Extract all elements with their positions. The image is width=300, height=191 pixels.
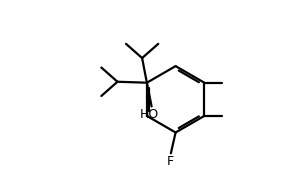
Text: HO: HO — [140, 108, 159, 121]
Text: F: F — [166, 155, 173, 168]
